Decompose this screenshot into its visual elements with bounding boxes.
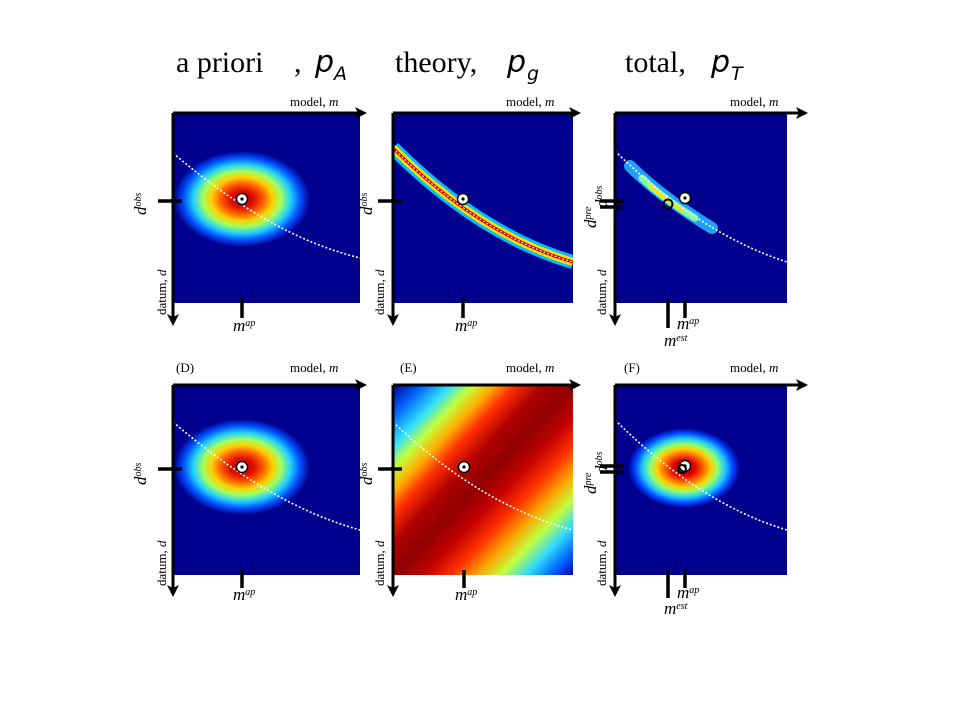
panel-d-label: (D) (176, 360, 194, 375)
panel-a-datum-label: datum, d (154, 269, 169, 315)
title-apriori-symbol: p (314, 45, 334, 80)
panel-e-model-label: model, m (506, 360, 554, 375)
panel-c-field (615, 113, 787, 303)
panel-b-field (393, 113, 573, 303)
panel-c-datum-label: datum, d (594, 269, 609, 315)
panel-f-estimate-marker (677, 464, 687, 474)
panel-e: (E) model, m datum, d dobs map (357, 360, 581, 604)
panel-a-map-label: map (233, 316, 255, 335)
panel-c-map-label: map (677, 314, 699, 333)
panel-b-model-label: model, m (506, 94, 554, 109)
panel-b-theory-curve (393, 147, 573, 263)
title-apriori-sub: A (332, 63, 347, 85)
panel-a-model-label: model, m (290, 94, 338, 109)
panel-d-model-label: model, m (290, 360, 338, 375)
title-total: total, p T (625, 45, 744, 85)
panel-d-theory-curve (173, 421, 360, 531)
panel-b-dobs-label: dobs (357, 193, 376, 216)
panel-d: (D) model, m datum, d dobs map (131, 360, 367, 604)
panel-f: (F) model, m datum, d dpre dobs map mest (581, 360, 808, 618)
panel-c-estimate-marker (662, 198, 674, 210)
panel-a: model, m datum, d dobs map (131, 94, 367, 335)
panel-a-mean-dot (240, 197, 244, 201)
panel-e-dobs-label: dobs (357, 463, 376, 486)
panel-d-datum-label: datum, d (154, 540, 169, 586)
title-theory-sub: g (527, 63, 539, 85)
panel-e-field (393, 385, 573, 575)
panel-b-mean-dot (461, 197, 465, 201)
panel-b-map-label: map (455, 316, 477, 335)
panel-d-map-label: map (233, 585, 255, 604)
panel-f-theory-curve (615, 419, 787, 531)
panel-c-dobs-label: dobs (592, 186, 611, 209)
panel-c-dpre-label: dpre (581, 206, 600, 228)
panel-c-mean-dot (683, 196, 687, 200)
panel-f-mest-label: mest (664, 599, 688, 618)
panel-f-datum-label: datum, d (594, 540, 609, 586)
panel-e-label: (E) (400, 360, 417, 375)
panel-e-theory-curve (393, 421, 573, 531)
panel-f-map-label: map (677, 583, 699, 602)
title-total-text: total, (625, 46, 686, 79)
panel-b: model, m datum, d dobs map (357, 94, 581, 335)
title-theory-symbol: p (506, 45, 526, 80)
panel-c-model-label: model, m (730, 94, 778, 109)
title-total-symbol: p (710, 45, 730, 80)
panel-c-posterior-band (648, 184, 684, 212)
title-theory-text: theory, (395, 46, 477, 79)
panel-e-datum-label: datum, d (372, 540, 387, 586)
panel-f-model-label: model, m (730, 360, 778, 375)
title-apriori: a priori , p A (176, 45, 347, 85)
panel-e-map-label: map (455, 585, 477, 604)
panel-c-theory-curve (615, 150, 787, 263)
panel-c: model, m datum, d dpre dobs map mest (581, 94, 808, 350)
title-theory: theory, p g (395, 45, 539, 85)
title-apriori-comma: , (294, 46, 302, 79)
title-apriori-text: a priori (176, 46, 263, 79)
panel-a-dobs-label: dobs (131, 193, 150, 216)
panel-e-mean-dot (462, 465, 466, 469)
panel-d-mean-dot (240, 465, 244, 469)
panel-f-dobs-label: dobs (592, 452, 611, 475)
panel-a-theory-curve (173, 152, 360, 259)
panel-c-mest-label: mest (664, 331, 688, 350)
panel-f-dpre-label: dpre (581, 472, 600, 494)
panel-f-label: (F) (624, 360, 640, 375)
title-total-sub: T (731, 63, 744, 85)
panel-b-datum-label: datum, d (372, 269, 387, 315)
panel-d-dobs-label: dobs (131, 463, 150, 486)
